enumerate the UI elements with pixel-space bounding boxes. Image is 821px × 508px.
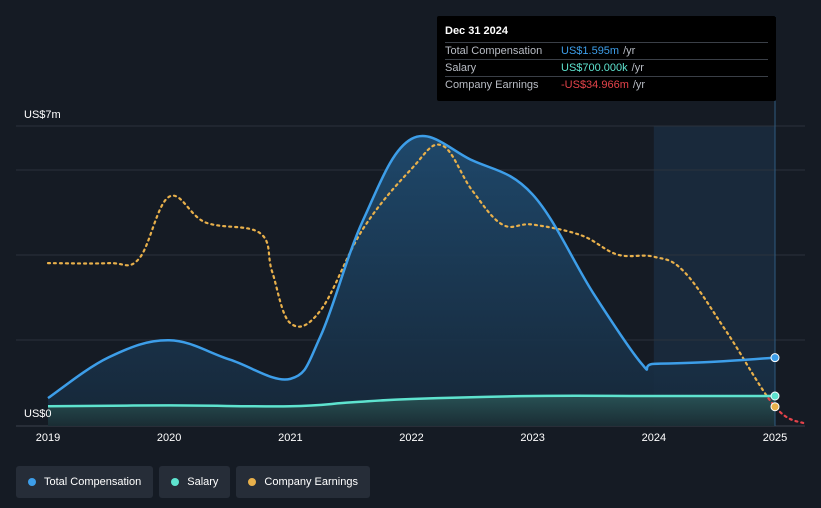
x-tick-label: 2020 [156, 432, 182, 444]
tooltip-unit: /yr [631, 62, 644, 74]
total-compensation-area [48, 135, 775, 426]
legend-dot-icon [28, 478, 36, 486]
salary-line [47, 394, 775, 408]
tooltip-label: Total Compensation [445, 45, 543, 57]
x-tick-label: 2019 [35, 432, 61, 444]
legend-label: Total Compensation [44, 476, 142, 488]
tooltip-row-company-earnings: Company Earnings -US$34.966m /yr [445, 76, 768, 93]
tooltip-value: US$1.595m [561, 45, 620, 57]
y-axis-top-label: US$7m [24, 109, 61, 121]
tooltip-row-salary: Salary US$700.000k /yr [445, 59, 768, 76]
legend-dot-icon [248, 478, 257, 486]
y-axis-bottom-label: US$0 [24, 408, 52, 420]
legend-item-company-earnings[interactable]: Company Earnings [236, 466, 370, 498]
x-tick-label: 2021 [278, 432, 303, 444]
legend-item-salary[interactable]: Salary [159, 466, 231, 498]
x-tick-label: 2023 [520, 432, 545, 444]
legend-dot-icon [171, 478, 180, 486]
x-tick-label: 2024 [641, 432, 667, 444]
marker-salary [770, 391, 780, 401]
tooltip-label: Salary [445, 62, 477, 74]
tooltip-label: Company Earnings [445, 79, 539, 91]
tooltip-unit: /yr [632, 79, 646, 91]
legend-label: Salary [187, 476, 219, 488]
x-tick-label: 2025 [762, 432, 788, 444]
tooltip-value: US$700.000k [561, 62, 628, 74]
legend-item-total-compensation[interactable]: Total Compensation [16, 466, 154, 498]
tooltip-date: Dec 31 2024 [445, 25, 508, 37]
chart-legend: Total Compensation Salary Company Earnin… [16, 466, 370, 498]
tooltip-value: -US$34.966m [561, 79, 629, 91]
tooltip-row-total-compensation: Total Compensation US$1.595m /yr [445, 42, 768, 59]
legend-label: Company Earnings [264, 476, 358, 488]
salary-area [48, 395, 775, 426]
chart-tooltip: Dec 31 2024 Total Compensation US$1.595m… [437, 16, 776, 101]
tooltip-unit: /yr [623, 45, 636, 57]
marker-total-compensation [770, 353, 780, 363]
x-tick-label: 2022 [399, 432, 424, 444]
total-compensation-line [47, 134, 776, 400]
marker-company-earnings [770, 402, 780, 412]
